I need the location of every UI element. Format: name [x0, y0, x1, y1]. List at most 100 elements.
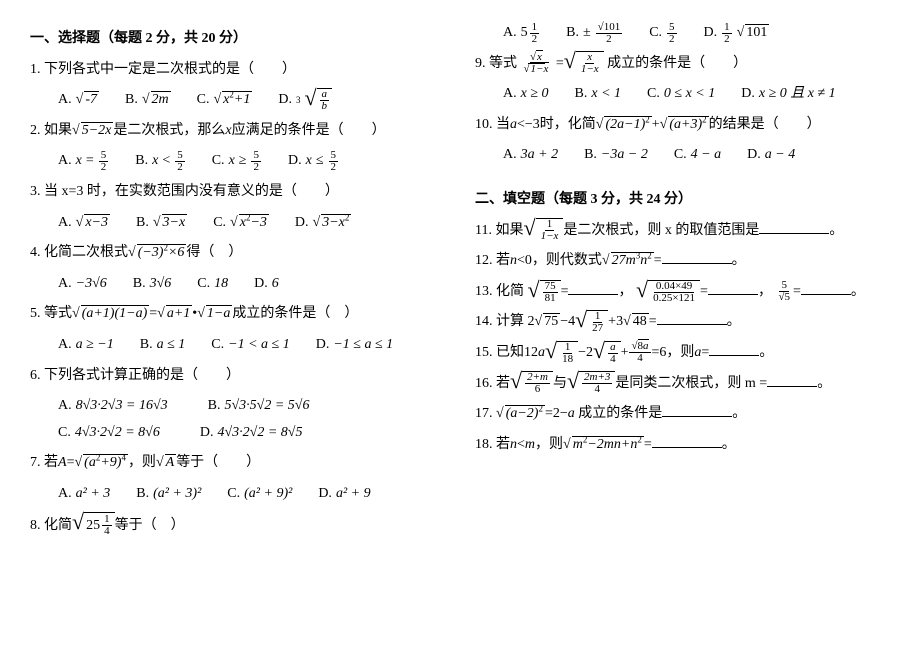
opt-val: −1 < a ≤ 1: [228, 332, 290, 359]
q5-opt-a: A.a ≥ −1: [58, 332, 114, 359]
q2-opt-c: C.x≥52: [212, 148, 262, 175]
q6-stem: 6. 下列各式计算正确的是（ ）: [30, 363, 445, 390]
opt-val: x < 1: [591, 81, 621, 108]
q10-opt-b: B.−3a − 2: [584, 142, 648, 169]
q6-opt-c: C.4√3·2√2 = 8√6: [58, 420, 160, 447]
q3-opt-c: C.x2−3: [213, 210, 269, 237]
q8-opt-d: D.12101: [704, 20, 770, 47]
blank-line: [568, 280, 618, 295]
sqrt-icon: 1−a: [197, 306, 232, 321]
q10-stem: 10. 当a<−3时，化简(2a−1)2+(a+3)2的结果是（ ）: [475, 112, 890, 139]
q6-opt-d: D.4√3·2√2 = 8√5: [200, 420, 303, 447]
sqrt-icon: (a2+9)4: [74, 455, 127, 470]
opt-val: −3√6: [76, 271, 107, 298]
q5-options: A.a ≥ −1 B.a ≤ 1 C.−1 < a ≤ 1 D.−1 ≤ a ≤…: [58, 332, 445, 359]
q16-text-a: 16. 若: [475, 376, 510, 391]
sqrt-icon: 3−x: [153, 210, 187, 237]
section1-title: 一、选择题（每题 2 分，共 20 分）: [30, 26, 445, 53]
opt-val: 18: [214, 271, 228, 298]
q9-text-b: 成立的条件是（ ）: [607, 56, 747, 71]
q9-text-a: 9. 等式: [475, 56, 517, 71]
opt-val: 5√3·5√2 = 5√6: [224, 393, 309, 420]
q9-stem: 9. 等式 √x√1−x =√x1−x 成立的条件是（ ）: [475, 51, 890, 78]
cbrt-icon: √ab: [304, 88, 332, 112]
opt-val: a² + 3: [76, 481, 111, 508]
sqrt-icon: √2+m6: [510, 371, 553, 395]
opt-val: a² + 9: [336, 481, 371, 508]
opt-val: x ≥ 0: [521, 81, 549, 108]
q12: 12. 若n<0，则代数式27m3n2=。: [475, 248, 890, 275]
sqrt-icon: (−3)2×6: [128, 245, 186, 260]
q4-stem: 4. 化简二次根式(−3)2×6得（ ）: [30, 240, 445, 267]
sqrt-icon: x−3: [76, 210, 110, 237]
q16-text-b: 与: [553, 376, 567, 391]
q9-opt-b: B.x < 1: [575, 81, 622, 108]
sqrt-icon: √127: [575, 310, 608, 334]
q1-opt-a: A.-7: [58, 87, 99, 114]
blank-line: [652, 433, 722, 448]
q7-opt-c: C.(a² + 9)²: [227, 481, 292, 508]
q13: 13. 化简 √7581=， √0.04×490.25×121=， 5√5=。: [475, 279, 890, 306]
q8-stem: 8. 化简√2514等于（ ）: [30, 512, 445, 540]
sqrt-icon: √2m+34: [567, 371, 615, 395]
q4-opt-b: B.3√6: [133, 271, 172, 298]
q6-opt-b: B.5√3·5√2 = 5√6: [208, 393, 310, 420]
opt-val: 8√3·2√3 = 16√3: [76, 393, 168, 420]
q10-opt-c: C.4 − a: [674, 142, 721, 169]
q8-opt-b: B.±√1012: [566, 20, 623, 47]
q2-opt-a: A.x=52: [58, 148, 109, 175]
sqrt-icon: 27m3n2: [602, 253, 654, 268]
sqrt-icon: m2−2mn+n2: [563, 437, 644, 452]
q17: 17. (a−2)2=2−a 成立的条件是。: [475, 401, 890, 428]
q11-text-a: 11. 如果: [475, 223, 523, 238]
q18: 18. 若n<m，则m2−2mn+n2=。: [475, 432, 890, 459]
q7-opt-d: D.a² + 9: [318, 481, 370, 508]
q1-opt-c: C.x2+1: [197, 87, 253, 114]
q5-stem: 5. 等式(a+1)(1−a)=a+1•1−a成立的条件是（ ）: [30, 301, 445, 328]
q11-text-b: 是二次根式，则 x 的取值范围是: [563, 223, 759, 238]
q5-opt-b: B.a ≤ 1: [140, 332, 186, 359]
opt-val: 3√6: [150, 271, 172, 298]
blank-line: [801, 280, 851, 295]
sqrt-icon: √0.04×490.25×121: [636, 280, 700, 304]
q6-options: A.8√3·2√3 = 16√3 B.5√3·5√2 = 5√6 C.4√3·2…: [58, 393, 445, 446]
blank-line: [759, 219, 829, 234]
sqrt-icon: (a+1)(1−a): [72, 306, 149, 321]
q7-stem: 7. 若A=(a2+9)4，则A等于（ ）: [30, 450, 445, 477]
sqrt-icon: (2a−1)2: [596, 117, 652, 132]
page-columns: 一、选择题（每题 2 分，共 20 分） 1. 下列各式中一定是二次根式的是（ …: [30, 20, 890, 543]
q2-opt-d: D.x≤52: [288, 148, 339, 175]
q5-opt-d: D.−1 ≤ a ≤ 1: [316, 332, 393, 359]
opt-val: a ≥ −1: [76, 332, 114, 359]
opt-label: B.: [125, 87, 138, 114]
blank-line: [662, 249, 732, 264]
sqrt-icon: (a+3)2: [660, 117, 709, 132]
opt-val: (a² + 3)²: [153, 481, 201, 508]
q4-options: A.−3√6 B.3√6 C.18 D.6: [58, 271, 445, 298]
sqrt-icon: (a−2)2: [496, 406, 545, 421]
sqrt-icon: √2514: [72, 512, 115, 540]
blank-line: [662, 402, 732, 417]
sqrt-icon: √a4: [593, 341, 621, 365]
opt-val: −1 ≤ a ≤ 1: [333, 332, 393, 359]
q1-options: A.-7 B.2m C.x2+1 D.3√ab: [58, 87, 445, 114]
q4-opt-c: C.18: [197, 271, 228, 298]
q5-opt-c: C.−1 < a ≤ 1: [211, 332, 289, 359]
q2-stem: 2. 如果5−2x是二次根式，那么x应满足的条件是（ ）: [30, 118, 445, 145]
q16: 16. 若√2+m6与√2m+34是同类二次根式，则 m =。: [475, 371, 890, 398]
opt-val: 0 ≤ x < 1: [664, 81, 715, 108]
sqrt-icon: √x1−x: [564, 51, 604, 75]
q10-opt-d: D.a − 4: [747, 142, 795, 169]
opt-val: 4 − a: [691, 142, 721, 169]
sqrt-icon: 75: [535, 314, 561, 329]
sqrt-icon: 3−x2: [313, 210, 352, 237]
sqrt-icon: x2−3: [230, 210, 269, 237]
q3-stem: 3. 当 x=3 时，在实数范围内没有意义的是（ ）: [30, 179, 445, 206]
blank-line: [767, 372, 817, 387]
opt-val: 4√3·2√2 = 8√5: [217, 420, 302, 447]
q9-options: A.x ≥ 0 B.x < 1 C.0 ≤ x < 1 D.x ≥ 0 且 x …: [503, 81, 890, 108]
q2-opt-b: B.x<52: [135, 148, 185, 175]
q3-opt-d: D.3−x2: [295, 210, 351, 237]
right-column: A.512 B.±√1012 C.52 D.12101 9. 等式 √x√1−x…: [475, 20, 890, 543]
q8-opt-a: A.512: [503, 20, 540, 47]
